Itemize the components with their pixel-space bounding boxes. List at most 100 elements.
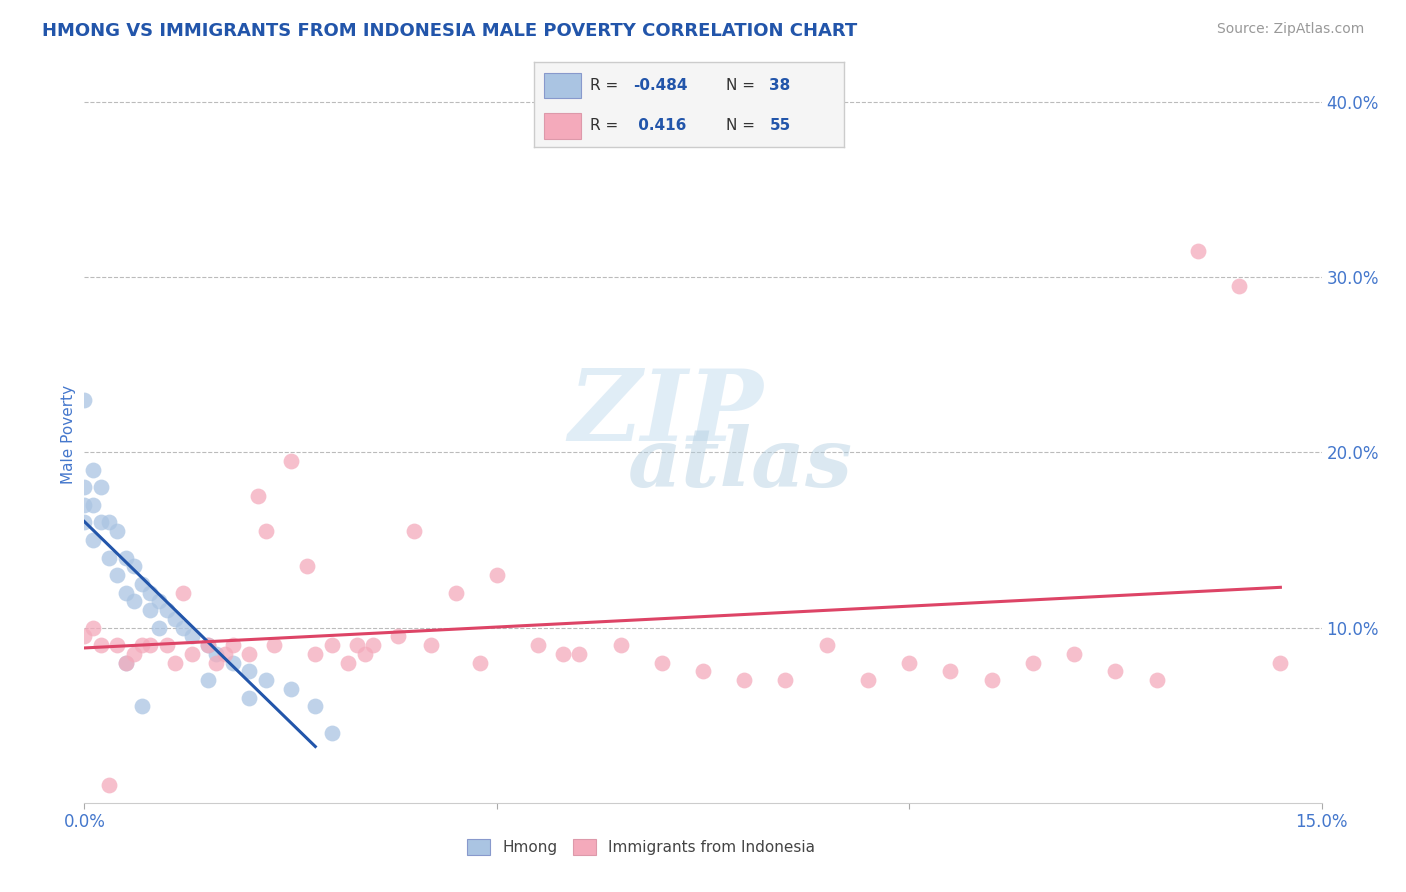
- Point: [387, 629, 409, 643]
- Point: [105, 638, 128, 652]
- Point: [73, 629, 96, 643]
- Point: [197, 673, 219, 687]
- Point: [197, 638, 219, 652]
- Point: [1146, 673, 1168, 687]
- Point: [98, 778, 121, 792]
- Point: [122, 647, 145, 661]
- Point: [404, 524, 426, 539]
- Text: Source: ZipAtlas.com: Source: ZipAtlas.com: [1216, 22, 1364, 37]
- Point: [90, 638, 112, 652]
- Point: [361, 638, 384, 652]
- Point: [131, 638, 153, 652]
- Point: [139, 585, 162, 599]
- Point: [280, 454, 302, 468]
- Point: [815, 638, 838, 652]
- Point: [114, 656, 136, 670]
- Point: [82, 498, 104, 512]
- Point: [238, 665, 260, 679]
- Point: [222, 656, 245, 670]
- Point: [180, 647, 202, 661]
- Point: [214, 647, 236, 661]
- Text: atlas: atlas: [627, 425, 852, 504]
- Point: [90, 516, 112, 530]
- Point: [148, 621, 170, 635]
- Point: [73, 498, 96, 512]
- Point: [165, 612, 187, 626]
- Bar: [544, 72, 581, 98]
- Point: [346, 638, 368, 652]
- Text: -0.484: -0.484: [633, 78, 688, 93]
- Point: [295, 559, 318, 574]
- Point: [105, 568, 128, 582]
- Point: [82, 463, 104, 477]
- Point: [172, 585, 194, 599]
- Text: ZIP: ZIP: [568, 365, 763, 461]
- Point: [205, 647, 228, 661]
- Point: [939, 665, 962, 679]
- Point: [165, 656, 187, 670]
- Point: [82, 621, 104, 635]
- Point: [139, 603, 162, 617]
- Point: [1227, 279, 1250, 293]
- Point: [114, 550, 136, 565]
- Text: N =: N =: [725, 119, 759, 134]
- Text: 0.416: 0.416: [633, 119, 686, 134]
- Point: [470, 656, 492, 670]
- Point: [246, 489, 269, 503]
- Point: [98, 516, 121, 530]
- Point: [156, 603, 179, 617]
- Text: N =: N =: [725, 78, 759, 93]
- Point: [527, 638, 550, 652]
- Point: [1187, 244, 1209, 258]
- Point: [304, 699, 326, 714]
- Text: 38: 38: [769, 78, 790, 93]
- Text: R =: R =: [591, 78, 623, 93]
- Point: [90, 480, 112, 494]
- Point: [139, 638, 162, 652]
- Point: [73, 480, 96, 494]
- Point: [280, 681, 302, 696]
- Point: [82, 533, 104, 547]
- Point: [180, 629, 202, 643]
- Point: [551, 647, 574, 661]
- Point: [73, 516, 96, 530]
- Point: [148, 594, 170, 608]
- Point: [337, 656, 360, 670]
- Point: [122, 594, 145, 608]
- Point: [568, 647, 591, 661]
- Point: [254, 673, 277, 687]
- Point: [1104, 665, 1126, 679]
- Point: [114, 585, 136, 599]
- Point: [238, 647, 260, 661]
- Point: [122, 559, 145, 574]
- Point: [980, 673, 1002, 687]
- Point: [238, 690, 260, 705]
- Point: [898, 656, 921, 670]
- Point: [114, 656, 136, 670]
- Point: [105, 524, 128, 539]
- Point: [419, 638, 441, 652]
- Point: [263, 638, 285, 652]
- Point: [856, 673, 879, 687]
- Point: [205, 656, 228, 670]
- Point: [1022, 656, 1045, 670]
- Text: R =: R =: [591, 119, 623, 134]
- Point: [1063, 647, 1085, 661]
- Point: [156, 638, 179, 652]
- Text: HMONG VS IMMIGRANTS FROM INDONESIA MALE POVERTY CORRELATION CHART: HMONG VS IMMIGRANTS FROM INDONESIA MALE …: [42, 22, 858, 40]
- Point: [692, 665, 714, 679]
- Point: [1270, 656, 1292, 670]
- Point: [775, 673, 797, 687]
- Point: [304, 647, 326, 661]
- Point: [222, 638, 245, 652]
- Point: [321, 638, 343, 652]
- Point: [353, 647, 375, 661]
- Point: [197, 638, 219, 652]
- Point: [485, 568, 508, 582]
- Point: [131, 576, 153, 591]
- Point: [131, 699, 153, 714]
- Legend: Hmong, Immigrants from Indonesia: Hmong, Immigrants from Indonesia: [461, 833, 821, 862]
- Y-axis label: Male Poverty: Male Poverty: [60, 385, 76, 484]
- Point: [321, 725, 343, 739]
- Point: [733, 673, 755, 687]
